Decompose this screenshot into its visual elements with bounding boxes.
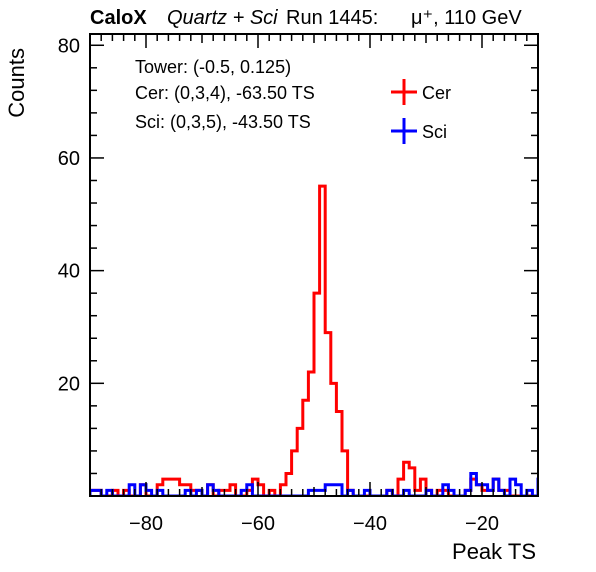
- series-sci-line: [90, 471, 538, 496]
- x-axis-title: Peak TS: [452, 539, 536, 564]
- legend: Cer Sci: [391, 79, 451, 144]
- y-axis-title: Counts: [4, 48, 29, 118]
- header-detector: Quartz + Sci: [167, 7, 278, 29]
- plot-frame: [89, 33, 539, 497]
- plot-header: CaloX Quartz + Sci Run 1445: μ⁺, 110 GeV: [90, 7, 522, 29]
- info-tower: Tower: (-0.5, 0.125): [135, 57, 291, 77]
- y-tick-label: 40: [58, 261, 80, 283]
- header-run: Run 1445:: [286, 7, 378, 29]
- header-experiment: CaloX: [90, 7, 147, 29]
- y-tick-label: 60: [58, 148, 80, 170]
- y-tick-label: 80: [58, 35, 80, 57]
- info-box: Tower: (-0.5, 0.125) Cer: (0,3,4), -63.5…: [135, 57, 315, 132]
- x-tick-label: −80: [129, 513, 163, 535]
- x-tick-label: −60: [241, 513, 275, 535]
- plot-area: [90, 184, 538, 496]
- axes: −80 −60 −40 −20 20 40 60 80: [58, 33, 539, 535]
- x-tick-label: −40: [353, 513, 387, 535]
- x-tick-label: −20: [465, 513, 499, 535]
- info-sci: Sci: (0,3,5), -43.50 TS: [135, 112, 311, 132]
- info-cer: Cer: (0,3,4), -63.50 TS: [135, 83, 315, 103]
- legend-cer-label: Cer: [422, 83, 451, 103]
- header-beam: μ⁺, 110 GeV: [411, 7, 522, 29]
- y-tick-label: 20: [58, 373, 80, 395]
- series-cer-line: [90, 184, 538, 496]
- legend-sci-label: Sci: [422, 122, 447, 142]
